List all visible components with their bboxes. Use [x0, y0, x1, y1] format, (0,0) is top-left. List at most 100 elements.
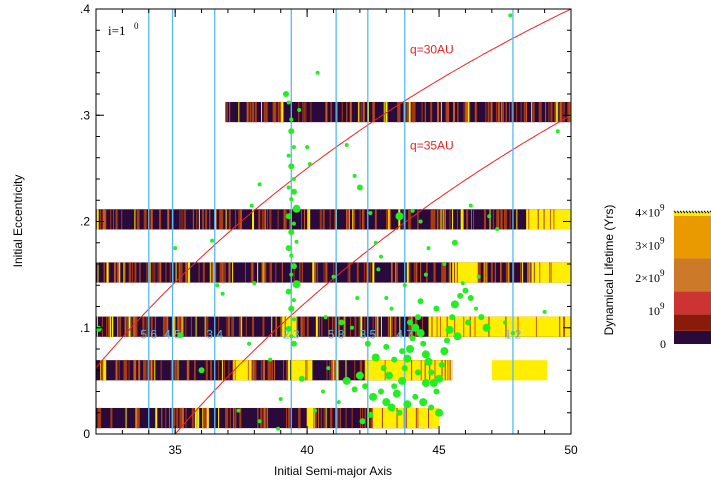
- band-stripe: [158, 262, 159, 282]
- band-stripe: [450, 360, 451, 380]
- band-stripe: [227, 102, 228, 122]
- band-stripe: [550, 209, 551, 229]
- band-stripe: [363, 102, 365, 122]
- band-stripe: [184, 209, 185, 229]
- data-point: [440, 347, 448, 355]
- band-stripe: [192, 408, 194, 428]
- band-stripe: [384, 102, 385, 122]
- band-stripe: [127, 317, 128, 337]
- band-stripe: [387, 209, 388, 229]
- band-stripe: [348, 209, 349, 229]
- band-stripe: [506, 102, 507, 122]
- band-stripe: [102, 317, 103, 337]
- band-stripe: [478, 262, 479, 282]
- band-stripe: [529, 262, 530, 282]
- band-stripe: [567, 102, 569, 122]
- data-point: [419, 398, 427, 406]
- data-point: [412, 394, 418, 400]
- band-stripe: [485, 262, 486, 282]
- band-stripe: [185, 317, 186, 337]
- band-stripe: [457, 262, 458, 282]
- y-axis-title: Initial Eccentricity: [11, 175, 25, 268]
- data-point: [287, 154, 291, 158]
- band-stripe: [278, 209, 279, 229]
- band-stripe: [169, 408, 170, 428]
- data-point: [465, 319, 471, 325]
- band-stripe: [170, 262, 171, 282]
- data-point: [173, 246, 177, 250]
- band-stripe: [539, 262, 540, 282]
- band-stripe: [266, 102, 268, 122]
- data-point: [250, 204, 254, 208]
- band-stripe: [354, 360, 355, 380]
- y-tick-label: .2: [80, 215, 90, 229]
- band-stripe: [403, 209, 404, 229]
- y-tick-label: .3: [80, 108, 90, 122]
- band-stripe: [136, 408, 137, 428]
- data-point: [422, 379, 430, 387]
- band-stripe: [233, 317, 234, 337]
- band-stripe: [218, 408, 219, 428]
- band-stripe: [376, 209, 377, 229]
- data-point: [345, 143, 349, 147]
- band-stripe: [222, 262, 223, 282]
- band-stripe: [275, 262, 276, 282]
- band-stripe: [116, 360, 118, 380]
- band-stripe: [100, 360, 101, 380]
- band-stripe: [536, 317, 537, 337]
- band-stripe: [346, 408, 347, 428]
- band-stripe: [527, 262, 529, 282]
- data-point: [365, 341, 371, 347]
- data-point: [289, 118, 293, 122]
- band-stripe: [186, 408, 187, 428]
- band-stripe: [138, 408, 140, 428]
- data-point: [276, 427, 280, 431]
- data-point: [292, 222, 296, 226]
- band-stripe: [224, 360, 225, 380]
- data-point: [374, 241, 378, 245]
- band-stripe: [469, 102, 470, 122]
- data-point: [221, 292, 225, 296]
- band-stripe: [204, 408, 206, 428]
- band-stripe: [559, 317, 560, 337]
- band-stripe: [161, 360, 162, 380]
- band-stripe: [247, 102, 249, 122]
- data-point: [461, 281, 465, 285]
- band-stripe: [386, 209, 387, 229]
- colorbar-tick-sup: 9: [660, 268, 665, 278]
- colorbar-tick-label: 2×10: [635, 271, 660, 285]
- band-stripe: [138, 360, 140, 380]
- band-stripe: [544, 209, 545, 229]
- band-stripe: [450, 262, 451, 282]
- band-stripe: [488, 102, 490, 122]
- data-point: [268, 358, 272, 362]
- band-stripe: [115, 262, 116, 282]
- data-point: [252, 281, 256, 285]
- band-stripe: [106, 317, 107, 337]
- band-stripe: [453, 102, 455, 122]
- band-stripe: [326, 408, 327, 428]
- band-stripe: [265, 209, 266, 229]
- data-point: [454, 332, 462, 340]
- data-point: [321, 390, 325, 394]
- band-stripe: [307, 360, 308, 380]
- band-stripe: [370, 408, 371, 428]
- data-point: [478, 314, 484, 320]
- band-stripe: [430, 102, 432, 122]
- band-stripe: [226, 317, 227, 337]
- band-stripe: [331, 102, 332, 122]
- band-stripe: [123, 262, 124, 282]
- band-stripe: [314, 262, 315, 282]
- band-stripe: [457, 102, 458, 122]
- data-point: [462, 288, 468, 294]
- band-stripe: [381, 317, 382, 337]
- data-point: [422, 350, 430, 358]
- band-stripe: [274, 360, 275, 380]
- band-stripe: [331, 408, 332, 428]
- band-stripe: [209, 209, 210, 229]
- band-stripe: [516, 209, 517, 229]
- band-stripe: [508, 262, 509, 282]
- data-point: [372, 354, 380, 362]
- band-stripe: [116, 209, 118, 229]
- band-stripe: [212, 262, 213, 282]
